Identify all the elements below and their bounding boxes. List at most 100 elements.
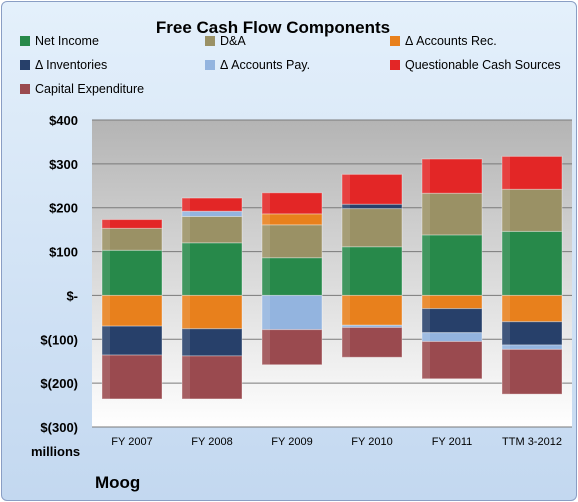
- bar-highlight: [342, 174, 350, 205]
- x-tick-label: FY 2007: [111, 436, 152, 448]
- chart-title: Free Cash Flow Components: [156, 18, 390, 37]
- bar-highlight: [182, 216, 190, 243]
- bar-highlight: [342, 295, 350, 326]
- bar-highlight: [422, 308, 430, 333]
- bar-segment: [341, 173, 403, 205]
- legend-swatch: [20, 60, 30, 70]
- legend: Net Income D&A Δ Accounts Rec. Δ Inventorie…: [20, 34, 561, 96]
- bar-segment: [341, 208, 403, 248]
- y-axis: $400 $300 $200 $100 $- $(100) $(200) $(300): [40, 113, 78, 435]
- bar-segment: [181, 215, 243, 244]
- bar-segment: [421, 308, 483, 334]
- bar-segment: [101, 354, 163, 400]
- bar-highlight: [262, 329, 270, 365]
- legend-label: Δ Inventories: [35, 58, 107, 72]
- footer-label: Moog: [95, 473, 140, 492]
- bar-segment: [261, 224, 323, 259]
- x-tick-label: FY 2010: [351, 436, 392, 448]
- y-tick-label: $200: [49, 201, 78, 216]
- bar-segment: [101, 227, 163, 251]
- bar-highlight: [102, 355, 110, 399]
- bar-highlight: [502, 349, 510, 395]
- bar-highlight: [502, 295, 510, 322]
- y-tick-label: $300: [49, 157, 78, 172]
- legend-label: Net Income: [35, 34, 99, 48]
- bar-segment: [181, 197, 243, 212]
- legend-swatch: [20, 84, 30, 94]
- bar-highlight: [502, 321, 510, 345]
- y-tick-label: $(100): [40, 332, 78, 347]
- legend-swatch: [205, 36, 215, 46]
- bar-segment: [501, 155, 563, 190]
- bar-segment: [501, 230, 563, 296]
- bars: [101, 155, 563, 400]
- bar-highlight: [502, 344, 510, 350]
- bar-highlight: [422, 332, 430, 342]
- bar-highlight: [502, 156, 510, 190]
- bar-highlight: [262, 192, 270, 214]
- x-tick-label: TTM 3-2012: [502, 436, 562, 448]
- bar-segment: [501, 294, 563, 323]
- bar-segment: [501, 348, 563, 395]
- bar-highlight: [422, 295, 430, 309]
- y-tick-label: $100: [49, 245, 78, 260]
- bar-highlight: [342, 208, 350, 247]
- bar-segment: [421, 192, 483, 236]
- bar-highlight: [422, 341, 430, 379]
- y-tick-label: $(300): [40, 420, 78, 435]
- bar-segment: [421, 340, 483, 380]
- bar-segment: [341, 203, 403, 210]
- legend-label: Δ Accounts Pay.: [220, 58, 310, 72]
- bar-segment: [101, 294, 163, 327]
- bar-highlight: [502, 231, 510, 296]
- bar-highlight: [342, 325, 350, 328]
- bar-highlight: [182, 355, 190, 399]
- bar-segment: [181, 210, 243, 217]
- x-axis: FY 2007 FY 2008 FY 2009 FY 2010 FY 2011 TTM 3…: [111, 436, 562, 448]
- legend-swatch: [390, 60, 400, 70]
- bar-segment: [261, 213, 323, 226]
- bar-segment: [421, 332, 483, 342]
- bar-highlight: [262, 295, 270, 330]
- bar-segment: [261, 192, 323, 215]
- bar-highlight: [102, 250, 110, 296]
- bar-segment: [181, 355, 243, 400]
- bar-segment: [501, 344, 563, 350]
- bar-highlight: [422, 159, 430, 194]
- bar-highlight: [502, 189, 510, 232]
- bar-highlight: [102, 228, 110, 251]
- x-tick-label: FY 2011: [432, 436, 473, 448]
- bar-segment: [261, 329, 323, 366]
- bar-segment: [341, 326, 403, 358]
- legend-swatch: [390, 36, 400, 46]
- bar-segment: [181, 328, 243, 357]
- bar-highlight: [182, 198, 190, 212]
- bar-segment: [181, 294, 243, 330]
- bar-highlight: [342, 246, 350, 296]
- legend-swatch: [20, 36, 30, 46]
- bar-highlight: [102, 295, 110, 327]
- bar-segment: [101, 219, 163, 229]
- bar-segment: [101, 325, 163, 356]
- bar-segment: [261, 294, 323, 331]
- bar-highlight: [262, 213, 270, 225]
- bar-highlight: [342, 327, 350, 358]
- y-tick-label: $400: [49, 113, 78, 128]
- bar-segment: [261, 257, 323, 296]
- bar-highlight: [342, 204, 350, 209]
- bar-segment: [341, 294, 403, 326]
- bar-highlight: [182, 295, 190, 329]
- legend-label: Δ Accounts Rec.: [405, 34, 497, 48]
- bar-highlight: [182, 242, 190, 296]
- x-tick-label: FY 2008: [191, 436, 232, 448]
- bar-highlight: [422, 234, 430, 296]
- plot-area: [92, 120, 572, 427]
- bar-highlight: [182, 211, 190, 217]
- y-tick-label: $-: [66, 288, 78, 303]
- bar-segment: [181, 242, 243, 296]
- legend-swatch: [205, 60, 215, 70]
- bar-segment: [421, 294, 483, 310]
- bar-segment: [101, 249, 163, 296]
- bar-highlight: [262, 224, 270, 258]
